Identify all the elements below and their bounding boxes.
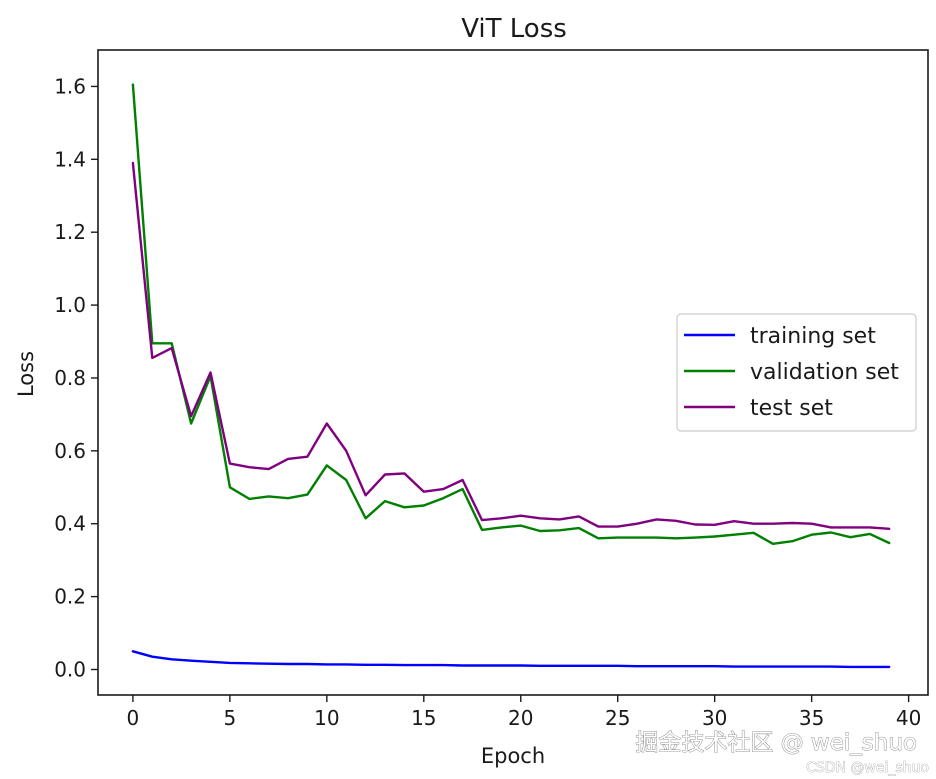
legend-label-test-set: test set [750, 396, 833, 421]
y-axis-ticks: 0.0 0.2 0.4 0.6 0.8 1.0 1.2 1.4 1.6 [54, 74, 98, 681]
legend-box [676, 313, 917, 432]
series-line-training-set [131, 650, 891, 669]
x-tick-label: 35 [799, 706, 824, 730]
legend-label-validation-set: validation set [750, 360, 899, 385]
y-tick-label: 0.6 [54, 439, 86, 463]
series-line-test-set [131, 161, 891, 530]
x-tick-label: 10 [314, 706, 339, 730]
y-axis-label: Loss [14, 351, 38, 397]
x-tick-label: 25 [605, 706, 630, 730]
y-tick-label: 1.6 [54, 74, 86, 98]
chart-title: ViT Loss [461, 14, 567, 44]
y-tick-label: 0.4 [54, 512, 86, 536]
x-tick-label: 20 [508, 706, 533, 730]
y-tick-label: 0.8 [54, 366, 86, 390]
y-tick-label: 0.2 [54, 585, 86, 609]
watermark-sub: CSDN @wei_shuo [806, 760, 929, 776]
x-tick-label: 40 [896, 706, 921, 730]
y-tick-label: 1.0 [54, 293, 86, 317]
x-tick-label: 5 [224, 706, 237, 730]
x-axis-ticks: 0 5 10 15 20 25 30 35 40 [127, 695, 921, 730]
series-layer [131, 83, 891, 669]
y-tick-label: 1.2 [54, 220, 86, 244]
x-tick-label: 30 [702, 706, 727, 730]
y-tick-label: 1.4 [54, 147, 86, 171]
plot-area [97, 49, 929, 696]
x-axis-label: Epoch [481, 744, 545, 768]
series-line-validation-set [131, 83, 891, 545]
y-tick-label: 0.0 [54, 657, 86, 681]
watermark-main: 掘金技术社区 @ wei_shuo [635, 730, 917, 756]
x-tick-label: 15 [411, 706, 436, 730]
plot-frame [97, 49, 929, 696]
legend-label-training-set: training set [750, 324, 876, 349]
legend: training set validation set test set [676, 313, 917, 432]
x-tick-label: 0 [127, 706, 140, 730]
